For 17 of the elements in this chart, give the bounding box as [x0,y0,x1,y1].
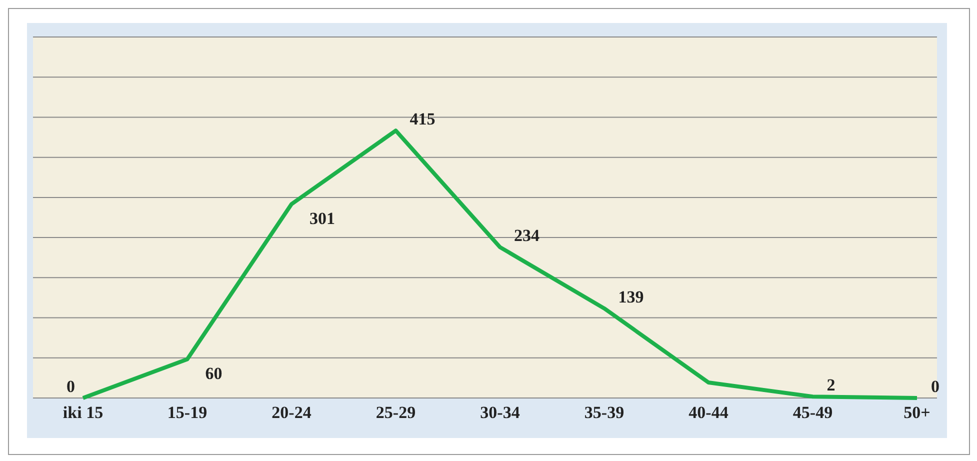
text: 0 [66,377,75,396]
x-tick-label: 15-19 [167,403,208,422]
x-tick-label: iki 15 [62,403,104,422]
x-tick-label: 40-44 [688,403,729,422]
text: 60 [205,364,222,384]
text: 301 [310,209,335,228]
text: 415 [410,110,436,129]
x-tick-label: 35-39 [584,403,624,422]
text: 139 [618,287,644,306]
x-tick-label: 25-29 [376,403,416,422]
text: 0 [931,377,940,396]
x-tick-label: 20-24 [272,403,312,422]
text: 2 [826,376,836,395]
x-tick-label: 45-49 [792,403,833,422]
x-tick-label: 50+ [904,403,930,422]
text: 234 [514,226,540,246]
x-tick-label: 30-34 [480,403,520,422]
